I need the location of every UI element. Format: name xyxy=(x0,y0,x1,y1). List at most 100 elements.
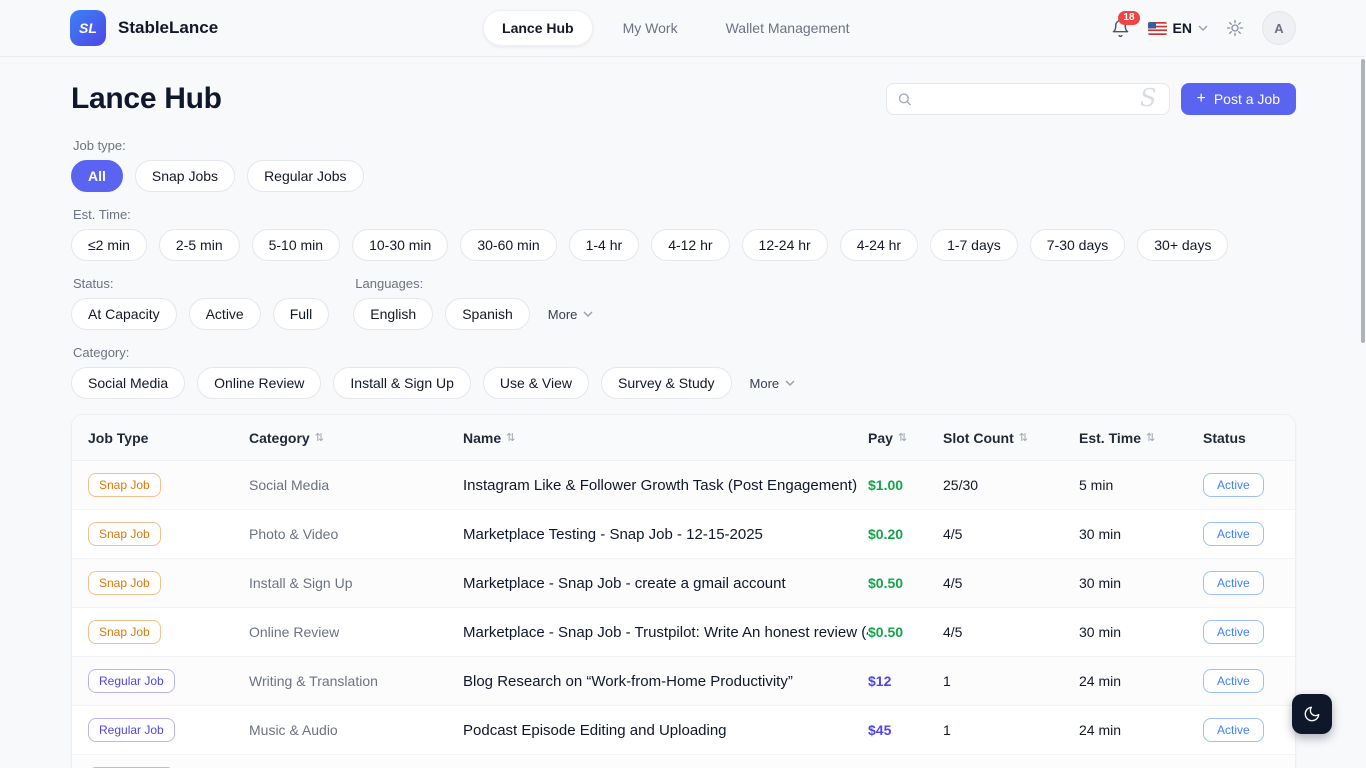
sort-icon: ⇅ xyxy=(506,431,515,444)
row-status-cell: Active xyxy=(1203,672,1279,690)
est-time-pill[interactable]: 30-60 min xyxy=(460,229,556,261)
search-input[interactable] xyxy=(919,90,1139,108)
filter-group-languages: Languages: EnglishSpanish More xyxy=(353,276,599,330)
status-badge: Active xyxy=(1203,620,1264,644)
category-pill[interactable]: Social Media xyxy=(71,367,185,399)
language-selector[interactable]: EN xyxy=(1148,20,1208,36)
row-job-type-cell: Regular Job xyxy=(88,721,249,739)
status-pill[interactable]: At Capacity xyxy=(71,298,177,330)
est-time-pill[interactable]: 7-30 days xyxy=(1030,229,1125,261)
row-status-cell: Active xyxy=(1203,721,1279,739)
job-type-pill[interactable]: Regular Jobs xyxy=(247,160,364,192)
category-pill[interactable]: Online Review xyxy=(197,367,321,399)
est-time-pill[interactable]: 1-4 hr xyxy=(569,229,640,261)
nav-item[interactable]: Wallet Management xyxy=(708,11,868,45)
row-slot-count: 4/5 xyxy=(943,526,1079,542)
row-name[interactable]: Marketplace - Snap Job - Trustpilot: Wri… xyxy=(463,624,868,641)
filter-group-est-time: Est. Time: ≤2 min2-5 min5-10 min10-30 mi… xyxy=(71,207,1296,261)
status-pill[interactable]: Full xyxy=(273,298,330,330)
row-name[interactable]: Marketplace - Snap Job - create a gmail … xyxy=(463,575,868,592)
language-pill[interactable]: English xyxy=(353,298,433,330)
nav-item[interactable]: My Work xyxy=(605,11,696,45)
search-icon xyxy=(897,92,912,107)
table-row[interactable]: Snap Job Online Review Marketplace - Sna… xyxy=(72,608,1295,657)
est-time-pill[interactable]: 12-24 hr xyxy=(742,229,828,261)
row-status-cell: Active xyxy=(1203,574,1279,592)
jobs-table: Job Type ⇅ Category ⇅ Name ⇅ Pay ⇅ Slot … xyxy=(71,414,1296,768)
status-badge: Active xyxy=(1203,571,1264,595)
est-time-pill[interactable]: 2-5 min xyxy=(159,229,240,261)
row-job-type-cell: Snap Job xyxy=(88,623,249,641)
column-header-label: Pay xyxy=(868,430,893,446)
nav-item[interactable]: Lance Hub xyxy=(483,10,593,46)
job-type-pill[interactable]: Snap Jobs xyxy=(135,160,235,192)
sort-icon: ⇅ xyxy=(315,431,324,444)
category-pill[interactable]: Install & Sign Up xyxy=(333,367,471,399)
brand-area[interactable]: SL StableLance xyxy=(70,10,218,46)
row-name[interactable]: Marketplace Testing - Snap Job - 12-15-2… xyxy=(463,526,868,543)
row-name[interactable]: Blog Research on “Work-from-Home Product… xyxy=(463,673,868,690)
row-job-type-cell: Snap Job xyxy=(88,476,249,494)
column-header[interactable]: Job Type ⇅ xyxy=(88,430,249,446)
row-category: Install & Sign Up xyxy=(249,575,463,591)
table-row[interactable]: Snap Job Photo & Video Marketplace Testi… xyxy=(72,510,1295,559)
est-time-pill[interactable]: 10-30 min xyxy=(352,229,448,261)
brand-logo-text: SL xyxy=(79,20,97,36)
category-more-button[interactable]: More xyxy=(744,376,802,391)
table-row[interactable]: Snap Job Social Media Instagram Like & F… xyxy=(72,461,1295,510)
column-header-label: Category xyxy=(249,430,310,446)
post-a-job-button[interactable]: + Post a Job xyxy=(1181,83,1297,115)
languages-more-label: More xyxy=(548,307,578,322)
scrollbar-thumb[interactable] xyxy=(1361,59,1365,343)
notifications-button[interactable]: 18 xyxy=(1111,19,1130,38)
est-time-pill[interactable]: 4-24 hr xyxy=(840,229,918,261)
column-header-label: Job Type xyxy=(88,430,148,446)
row-category: Writing & Translation xyxy=(249,673,463,689)
status-pills: At Capacity Active Full xyxy=(71,298,329,330)
category-pill[interactable]: Survey & Study xyxy=(601,367,732,399)
light-mode-button[interactable] xyxy=(1226,19,1244,37)
row-category: Photo & Video xyxy=(249,526,463,542)
status-badge: Active xyxy=(1203,718,1264,742)
column-header[interactable]: Est. Time ⇅ xyxy=(1079,430,1203,446)
chevron-down-icon xyxy=(583,311,593,317)
row-est-time: 24 min xyxy=(1079,673,1203,689)
row-name[interactable]: Instagram Like & Follower Growth Task (P… xyxy=(463,477,868,494)
status-badge: Active xyxy=(1203,522,1264,546)
row-name[interactable]: Podcast Episode Editing and Uploading xyxy=(463,722,868,739)
table-row[interactable]: Regular Job xyxy=(72,755,1295,768)
brand-logo[interactable]: SL xyxy=(70,10,106,46)
column-header[interactable]: Category ⇅ xyxy=(249,430,463,446)
column-header[interactable]: Slot Count ⇅ xyxy=(943,430,1079,446)
user-avatar[interactable]: A xyxy=(1262,11,1296,45)
language-pill[interactable]: Spanish xyxy=(445,298,530,330)
table-row[interactable]: Regular Job Writing & Translation Blog R… xyxy=(72,657,1295,706)
est-time-pill[interactable]: 30+ days xyxy=(1137,229,1228,261)
category-pill[interactable]: Use & View xyxy=(483,367,589,399)
est-time-pill[interactable]: 4-12 hr xyxy=(651,229,729,261)
dark-mode-toggle-button[interactable] xyxy=(1292,694,1332,734)
chevron-down-icon xyxy=(785,380,795,386)
est-time-pill[interactable]: 1-7 days xyxy=(930,229,1018,261)
row-slot-count: 4/5 xyxy=(943,575,1079,591)
row-status-cell: Active xyxy=(1203,525,1279,543)
status-pill[interactable]: Active xyxy=(189,298,261,330)
job-type-badge: Snap Job xyxy=(88,522,161,546)
us-flag-icon xyxy=(1148,22,1167,35)
notification-count-badge: 18 xyxy=(1118,11,1139,25)
column-header[interactable]: Status ⇅ xyxy=(1203,430,1279,446)
est-time-pill[interactable]: ≤2 min xyxy=(71,229,147,261)
languages-more-button[interactable]: More xyxy=(542,307,600,322)
category-more-label: More xyxy=(750,376,780,391)
column-header[interactable]: Name ⇅ xyxy=(463,430,868,446)
nav-right: 18 EN A xyxy=(1111,11,1296,45)
row-slot-count: 25/30 xyxy=(943,477,1079,493)
row-pay: $0.20 xyxy=(868,526,943,542)
table-row[interactable]: Snap Job Install & Sign Up Marketplace -… xyxy=(72,559,1295,608)
est-time-pill[interactable]: 5-10 min xyxy=(252,229,340,261)
column-header-label: Slot Count xyxy=(943,430,1014,446)
table-row[interactable]: Regular Job Music & Audio Podcast Episod… xyxy=(72,706,1295,755)
column-header[interactable]: Pay ⇅ xyxy=(868,430,943,446)
est-time-pills: ≤2 min 2-5 min 5-10 min 10-30 min 30-60 min 1… xyxy=(71,229,1296,261)
job-type-pill[interactable]: All xyxy=(71,160,123,192)
